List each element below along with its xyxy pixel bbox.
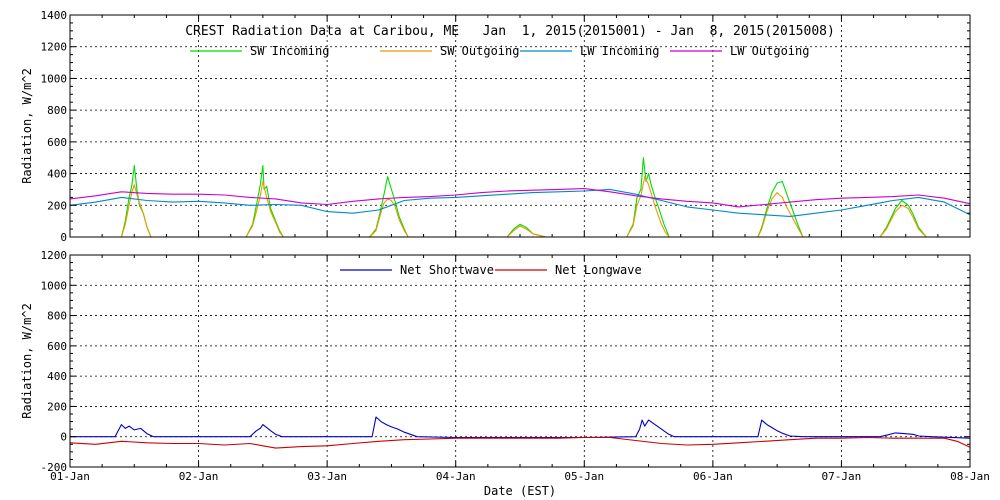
series-line-sw-outgoing (70, 176, 970, 238)
y-tick-label: 600 (47, 136, 67, 149)
series-line-net-longwave (69, 436, 971, 449)
chart-title: CREST Radiation Data at Caribou, ME Jan … (185, 24, 835, 39)
y-tick-label: 800 (47, 104, 67, 117)
legend-label: SW Incoming (250, 44, 329, 58)
legend-label: Net Longwave (555, 263, 642, 277)
y-tick-label: 1000 (41, 72, 68, 85)
x-tick-label: 03-Jan (307, 470, 347, 483)
y-tick-label: 200 (47, 199, 67, 212)
legend-label: SW Outgoing (440, 44, 519, 58)
y-tick-label: 400 (47, 168, 67, 181)
series-line-sw-incoming (70, 157, 970, 238)
x-tick-label: 01-Jan (50, 470, 90, 483)
x-tick-label: 05-Jan (564, 470, 604, 483)
y-tick-label: 400 (47, 370, 67, 383)
legend-label: LW Incoming (580, 44, 659, 58)
series-line-lw-outgoing (69, 188, 971, 208)
x-axis-title: Date (EST) (484, 484, 556, 498)
legend-label: LW Outgoing (730, 44, 809, 58)
plot-frame (69, 14, 971, 238)
y-tick-label: 0 (60, 431, 67, 444)
y-tick-label: 1200 (41, 41, 68, 54)
y-tick-label: 1400 (41, 9, 68, 22)
y-tick-label: 1000 (41, 279, 68, 292)
top-panel: 0 200 400 600 800 1000 1200 1400 Radiation, W/m^… (20, 9, 971, 244)
y-tick-label: -200 (41, 461, 68, 474)
series-line-lw-incoming (69, 188, 971, 217)
y-tick-label: 800 (47, 310, 67, 323)
x-tick-label: 04-Jan (436, 470, 476, 483)
y-tick-label: 600 (47, 340, 67, 353)
y-tick-label: 0 (60, 231, 67, 244)
x-tick-label: 08-Jan (950, 470, 990, 483)
y-tick-label: 1200 (41, 249, 68, 262)
plot-frame (69, 254, 971, 468)
legend-label: Net Shortwave (400, 263, 494, 277)
bottom-panel: -200 0 200 400 600 800 1000 1200 01-Jan 02-Jan 03-… (20, 249, 990, 498)
x-tick-label: 06-Jan (693, 470, 733, 483)
x-tick-label: 02-Jan (179, 470, 219, 483)
y-axis-title: Radiation, W/m^2 (20, 303, 34, 419)
x-tick-label: 07-Jan (822, 470, 862, 483)
y-axis-title: Radiation, W/m^2 (20, 68, 34, 184)
series-line-net-shortwave (70, 416, 971, 439)
y-tick-label: 200 (47, 400, 67, 413)
